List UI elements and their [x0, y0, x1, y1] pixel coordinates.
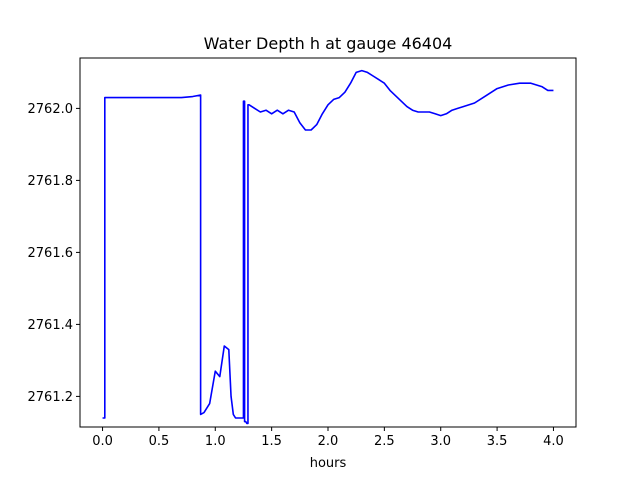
y-tick-label: 2761.4 [28, 318, 74, 333]
x-tick-label: 0.5 [149, 434, 170, 449]
y-tick-label: 2761.6 [28, 246, 74, 261]
x-tick-label: 4.0 [543, 434, 564, 449]
x-tick-label: 3.0 [430, 434, 451, 449]
y-tick-label: 2761.2 [28, 390, 74, 405]
y-tick-label: 2762.0 [28, 102, 74, 117]
chart-title: Water Depth h at gauge 46404 [204, 34, 453, 53]
x-tick-label: 2.5 [374, 434, 395, 449]
x-axis-title: hours [310, 456, 347, 471]
x-tick-label: 1.5 [261, 434, 282, 449]
x-tick-label: 0.0 [92, 434, 113, 449]
x-tick-label: 1.0 [205, 434, 226, 449]
y-tick-label: 2761.8 [28, 174, 74, 189]
x-tick-label: 3.5 [487, 434, 508, 449]
series-line [102, 69, 554, 425]
x-tick-label: 2.0 [318, 434, 339, 449]
plot-area: 0.0 0.5 1.0 1.5 2.0 2.5 3.0 3.5 4.0 2761.2 2761.4 2… [28, 57, 577, 449]
